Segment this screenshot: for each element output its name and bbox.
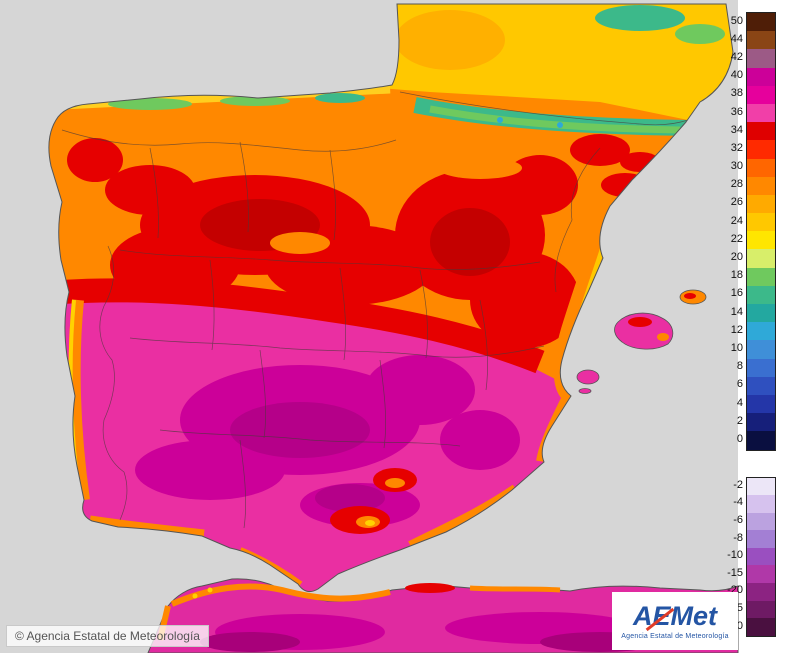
aemet-logo-text: AEMet xyxy=(632,600,717,631)
legend-swatch xyxy=(747,512,775,531)
legend-label: 2 xyxy=(736,414,743,427)
france-region xyxy=(380,4,734,120)
legend-label: 38 xyxy=(730,87,743,100)
legend-swatch xyxy=(747,67,775,86)
legend-swatch xyxy=(747,583,775,601)
legend-label: 10 xyxy=(730,341,743,354)
legend-swatch xyxy=(747,340,775,359)
legend-swatch xyxy=(747,394,775,414)
legend-label: 4 xyxy=(736,396,743,409)
legend-label: 6 xyxy=(736,378,743,391)
legend-label: 8 xyxy=(736,360,743,373)
legend-label: -20 xyxy=(727,584,743,597)
legend-label: 14 xyxy=(730,305,743,318)
legend-labels-positive: 50 44 42 40 38 36 34 32 30 28 26 24 22 20 18 16 14 12 10 8 6… xyxy=(716,12,746,451)
legend-label: 30 xyxy=(730,160,743,173)
legend-label: 50 xyxy=(730,14,743,27)
legend-swatch xyxy=(747,49,775,68)
legend-swatch xyxy=(747,140,775,159)
pyrenees-green-band xyxy=(108,93,691,136)
legend-label: 16 xyxy=(730,287,743,300)
legend-label: 20 xyxy=(730,251,743,264)
legend-label: 28 xyxy=(730,178,743,191)
legend-swatch xyxy=(747,158,775,177)
legend-swatch xyxy=(747,565,775,584)
attribution-text: © Agencia Estatal de Meteorología xyxy=(6,625,209,647)
legend-swatch xyxy=(747,322,775,341)
south-magenta-zone xyxy=(48,278,592,592)
legend-label: -2 xyxy=(733,478,743,491)
legend-swatch xyxy=(747,547,775,566)
legend-label: 24 xyxy=(730,214,743,227)
legend-swatch xyxy=(747,285,775,304)
aemet-logo-subtext: Agencia Estatal de Meteorología xyxy=(621,632,729,640)
temperature-legend: 50 44 42 40 38 36 34 32 30 28 26 24 22 20 18 16 14 12 10 8 6… xyxy=(716,12,778,637)
legend-label: 32 xyxy=(730,141,743,154)
legend-swatch xyxy=(747,13,775,32)
legend-swatch xyxy=(747,267,775,286)
legend-label: 22 xyxy=(730,232,743,245)
legend-swatch xyxy=(747,31,775,50)
legend-swatch xyxy=(747,103,775,123)
legend-label: 26 xyxy=(730,196,743,209)
legend-swatch xyxy=(747,213,775,232)
legend-swatch xyxy=(747,194,775,214)
legend-swatches-positive xyxy=(746,12,776,451)
legend-label: 12 xyxy=(730,323,743,336)
legend-swatch xyxy=(747,304,775,323)
balearic-islands xyxy=(576,289,707,394)
valley-orange-gaps xyxy=(270,157,522,254)
legend-swatch xyxy=(747,249,775,268)
legend-swatches-negative xyxy=(746,476,776,637)
legend-swatch xyxy=(747,122,775,141)
legend-swatch xyxy=(747,231,775,250)
legend-swatch xyxy=(747,176,775,195)
legend-label: -6 xyxy=(733,513,743,526)
legend-label: 34 xyxy=(730,123,743,136)
legend-swatch xyxy=(747,431,775,450)
aemet-logo-wordmark: AEMet xyxy=(632,600,717,631)
coastline xyxy=(48,3,734,593)
legend-scale-main: 50 44 42 40 38 36 34 32 30 28 26 24 22 20 18 16 14 12 10 8 6… xyxy=(716,12,778,451)
aemet-logo: AEMet Agencia Estatal de Meteorología xyxy=(612,592,738,650)
province-borders xyxy=(61,91,689,529)
legend-swatch xyxy=(747,495,775,513)
legend-label: -10 xyxy=(727,549,743,562)
legend-label: 42 xyxy=(730,50,743,63)
legend-label: -4 xyxy=(733,496,743,509)
legend-swatch xyxy=(747,358,775,377)
legend-swatch xyxy=(747,413,775,432)
legend-label: 40 xyxy=(730,69,743,82)
legend-label: 18 xyxy=(730,269,743,282)
legend-label: -15 xyxy=(727,566,743,579)
legend-label: -8 xyxy=(733,531,743,544)
legend-swatch xyxy=(747,376,775,395)
legend-label: 36 xyxy=(730,105,743,118)
legend-swatch xyxy=(747,618,775,636)
legend-label: 44 xyxy=(730,32,743,45)
legend-swatch xyxy=(747,477,775,496)
legend-label: 0 xyxy=(736,432,743,445)
legend-swatch xyxy=(747,600,775,619)
legend-swatch xyxy=(747,85,775,104)
legend-swatch xyxy=(747,530,775,548)
